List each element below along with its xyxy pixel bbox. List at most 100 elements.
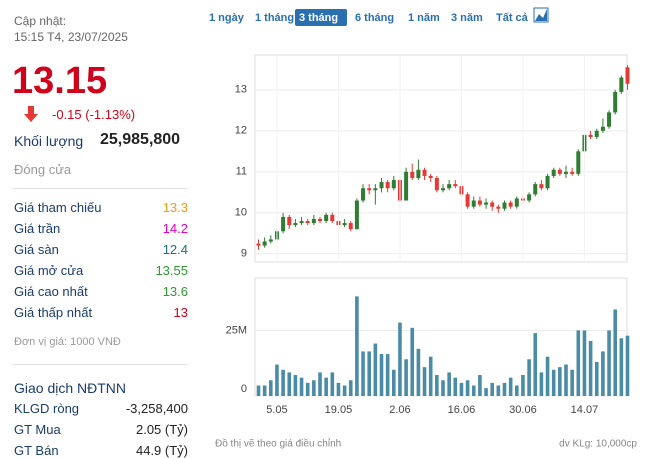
- volume-bar: [428, 356, 433, 396]
- volume-bar: [594, 361, 599, 396]
- volume-bar: [496, 385, 501, 396]
- y-tick-label: 10: [235, 207, 247, 219]
- candle-body: [287, 216, 292, 226]
- candle-body: [502, 202, 507, 209]
- candle-body: [490, 202, 495, 207]
- volume-bar: [564, 364, 568, 396]
- plot-frame: [254, 54, 628, 263]
- footer-unit: dv KLg: 10,000cp: [559, 439, 637, 450]
- volume-bar: [361, 351, 365, 396]
- candle-body: [508, 202, 513, 207]
- volume-bar: [465, 380, 470, 396]
- volume-bar: [262, 385, 267, 396]
- row-label: GT Mua: [14, 422, 61, 437]
- candle-body: [379, 182, 384, 189]
- candle-body: [416, 169, 421, 178]
- row-value: -3,258,400: [125, 401, 188, 416]
- updated-time: 15:15 T4, 23/07/2025: [14, 30, 128, 44]
- volume-bar: [533, 333, 538, 396]
- x-tick-label: 14.07: [571, 404, 599, 416]
- tab[interactable]: 1 ngày: [209, 12, 245, 24]
- volume-bar: [392, 369, 396, 396]
- candle-body: [293, 223, 298, 226]
- volume-bar: [515, 385, 519, 396]
- footer-note: Đồ thị vẽ theo giá điều chỉnh: [215, 438, 341, 450]
- volume-bar: [582, 330, 587, 396]
- volume-bar: [459, 382, 464, 396]
- candle-body: [619, 77, 624, 92]
- candle-body: [361, 188, 366, 201]
- volume-bar: [256, 385, 261, 396]
- volume-bar: [508, 377, 513, 396]
- y-tick-label: 9: [241, 248, 247, 260]
- candle-body: [422, 169, 427, 176]
- volume-bar: [607, 330, 611, 396]
- candle-body: [385, 182, 390, 189]
- row-label: Giá thấp nhất: [14, 305, 93, 320]
- volume-bar: [471, 385, 476, 396]
- candle-body: [299, 221, 304, 224]
- y-tick-label: 11: [236, 166, 247, 178]
- unit-note: Đơn vị giá: 1000 VNĐ: [14, 336, 121, 348]
- row-label: Giá tham chiếu: [14, 200, 102, 215]
- price: 13.15: [12, 60, 108, 102]
- y-tick-label: 13: [235, 84, 247, 96]
- row-value: 2.05 (Tỷ): [135, 422, 188, 437]
- row-label: Giá cao nhất: [14, 284, 88, 299]
- divider: [12, 188, 188, 189]
- volume-bar: [601, 351, 605, 396]
- chart: Đồ thị vẽ theo giá điều chỉnh dv KLg: 10…: [209, 7, 637, 450]
- row-value: 13.3: [162, 200, 188, 215]
- candle-body: [324, 214, 329, 222]
- tab[interactable]: Tất cả: [496, 12, 529, 24]
- tab[interactable]: 3 tháng: [299, 12, 338, 24]
- candle-body: [311, 218, 316, 224]
- candle-body: [613, 91, 618, 113]
- tab[interactable]: 1 năm: [408, 12, 440, 24]
- volume-bar: [342, 385, 347, 396]
- tab[interactable]: 3 năm: [451, 12, 483, 24]
- volume-bar: [324, 377, 328, 396]
- candle-body: [447, 184, 452, 189]
- candle-body: [527, 194, 532, 201]
- candle-body: [281, 216, 286, 232]
- volume-bar: [293, 375, 298, 396]
- candle-body: [588, 134, 593, 137]
- foreign-title: Giao dịch NĐTNN: [14, 380, 127, 396]
- volume-bar: [539, 372, 544, 396]
- candle-body: [625, 67, 630, 84]
- volume-bar: [312, 380, 316, 396]
- candle-body: [348, 223, 353, 230]
- y-tick-label: 12: [235, 125, 247, 137]
- candle-body: [305, 221, 310, 224]
- candle-body: [428, 175, 433, 178]
- volume-bar: [410, 327, 415, 396]
- row-label: KLGD ròng: [14, 401, 80, 416]
- volume-bar: [447, 372, 451, 396]
- candle-body: [318, 218, 322, 222]
- candle-body: [570, 171, 575, 174]
- volume-bar: [588, 340, 593, 396]
- candle-body: [600, 126, 605, 131]
- tab[interactable]: 6 tháng: [355, 12, 394, 24]
- volume-bar: [305, 382, 310, 396]
- y-tick-label: 25M: [226, 324, 247, 336]
- chart-panel: Đồ thị vẽ theo giá điều chỉnh dv KLg: 10…: [203, 0, 664, 458]
- candle-body: [330, 214, 335, 222]
- row-value: 44.9 (Tỷ): [135, 443, 188, 458]
- volume-bar: [453, 377, 458, 396]
- tab[interactable]: 1 tháng: [255, 12, 294, 24]
- candle-body: [410, 171, 415, 178]
- status: Đóng cửa: [14, 162, 72, 177]
- volume-bar: [416, 348, 421, 396]
- row-value: 12.4: [162, 242, 188, 257]
- candle-body: [391, 180, 396, 189]
- volume-bar: [404, 359, 408, 396]
- row-label: Giá sàn: [14, 242, 59, 257]
- volume-bar: [441, 380, 445, 396]
- candle-body: [434, 177, 439, 191]
- volume-bar: [281, 369, 285, 396]
- candle-body: [477, 200, 482, 205]
- volume: 25,985,800: [100, 131, 181, 148]
- volume-bar: [379, 354, 384, 396]
